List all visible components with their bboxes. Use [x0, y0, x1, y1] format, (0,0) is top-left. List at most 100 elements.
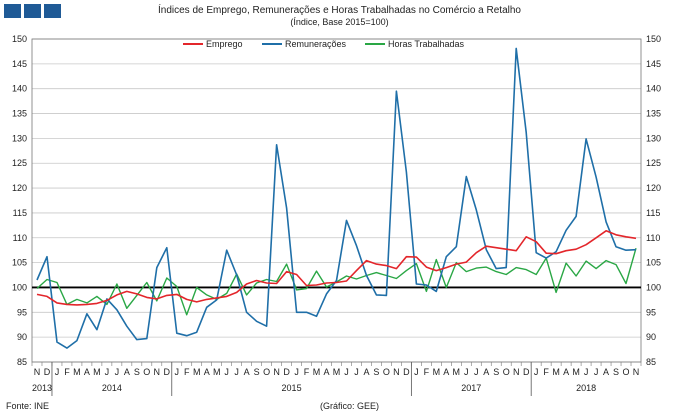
- legend-label-remuneracoes: Remunerações: [285, 39, 347, 49]
- x-month-label: O: [263, 367, 270, 377]
- x-month-label: F: [64, 367, 70, 377]
- y-tick-label-right: 140: [646, 84, 661, 94]
- x-month-label: J: [594, 367, 599, 377]
- x-month-label: N: [273, 367, 280, 377]
- source-note: Fonte: INE: [6, 401, 50, 411]
- x-month-label: S: [373, 367, 379, 377]
- x-month-label: O: [383, 367, 390, 377]
- x-month-label: N: [393, 367, 400, 377]
- x-month-label: A: [363, 367, 369, 377]
- y-tick-label-left: 140: [12, 84, 27, 94]
- x-month-label: M: [213, 367, 221, 377]
- x-month-label: O: [623, 367, 630, 377]
- x-month-label: J: [534, 367, 539, 377]
- x-month-label: J: [55, 367, 60, 377]
- y-tick-label-left: 135: [12, 109, 27, 119]
- x-month-label: O: [503, 367, 510, 377]
- x-month-label: J: [464, 367, 469, 377]
- x-month-label: A: [443, 367, 449, 377]
- x-month-label: N: [513, 367, 520, 377]
- x-month-label: M: [453, 367, 461, 377]
- y-tick-label-left: 90: [17, 332, 27, 342]
- logo-block: [4, 4, 21, 18]
- x-month-label: A: [124, 367, 130, 377]
- x-month-label: J: [224, 367, 229, 377]
- x-month-label: A: [204, 367, 210, 377]
- y-tick-label-right: 100: [646, 282, 661, 292]
- x-month-label: S: [613, 367, 619, 377]
- x-month-label: M: [73, 367, 81, 377]
- series-line-remuneracoes: [36, 47, 637, 349]
- plot-frame: [31, 38, 642, 363]
- y-tick-label-right: 145: [646, 59, 661, 69]
- x-year-label: 2017: [461, 383, 481, 393]
- y-tick-label-right: 120: [646, 183, 661, 193]
- y-tick-label-left: 125: [12, 158, 27, 168]
- x-month-label: J: [474, 367, 479, 377]
- chart-subtitle: (Índice, Base 2015=100): [290, 17, 389, 27]
- x-month-label: D: [403, 367, 410, 377]
- y-tick-label-right: 85: [646, 357, 656, 367]
- x-month-label: M: [552, 367, 560, 377]
- x-month-label: J: [294, 367, 299, 377]
- credit-note: (Gráfico: GEE): [320, 401, 380, 411]
- y-tick-label-right: 115: [646, 208, 660, 218]
- x-month-label: A: [324, 367, 330, 377]
- x-month-label: M: [333, 367, 341, 377]
- x-month-label: F: [424, 367, 430, 377]
- x-month-label: J: [234, 367, 239, 377]
- y-tick-label-left: 145: [12, 59, 27, 69]
- legend-label-emprego: Emprego: [206, 39, 243, 49]
- y-tick-label-right: 110: [646, 233, 660, 243]
- y-tick-label-right: 95: [646, 307, 656, 317]
- x-month-label: J: [175, 367, 180, 377]
- y-tick-label-right: 125: [646, 158, 661, 168]
- x-month-label: M: [193, 367, 201, 377]
- x-month-label: N: [633, 367, 640, 377]
- logo-block: [24, 4, 41, 18]
- x-month-label: S: [134, 367, 140, 377]
- x-year-label: 2013: [32, 383, 52, 393]
- logo-block: [44, 4, 61, 18]
- x-year-label: 2018: [576, 383, 596, 393]
- y-tick-label-left: 85: [17, 357, 27, 367]
- y-tick-label-left: 110: [13, 233, 27, 243]
- y-tick-label-left: 115: [13, 208, 27, 218]
- x-month-label: F: [304, 367, 310, 377]
- chart-title: Índices de Emprego, Remunerações e Horas…: [158, 5, 521, 16]
- x-month-label: D: [164, 367, 171, 377]
- x-month-label: D: [44, 367, 51, 377]
- x-month-label: N: [154, 367, 161, 377]
- x-month-label: A: [563, 367, 569, 377]
- x-month-label: N: [34, 367, 41, 377]
- x-month-label: M: [313, 367, 321, 377]
- y-tick-label-left: 95: [17, 307, 27, 317]
- x-month-label: D: [523, 367, 530, 377]
- legend-label-horas: Horas Trabalhadas: [388, 39, 465, 49]
- y-tick-label-left: 100: [12, 282, 27, 292]
- x-month-label: J: [354, 367, 359, 377]
- x-month-label: J: [414, 367, 419, 377]
- x-month-label: J: [105, 367, 110, 377]
- x-month-label: F: [184, 367, 190, 377]
- y-tick-label-left: 150: [12, 34, 27, 44]
- x-month-label: F: [543, 367, 549, 377]
- y-tick-label-right: 90: [646, 332, 656, 342]
- x-month-label: S: [493, 367, 499, 377]
- y-tick-label-left: 120: [12, 183, 27, 193]
- x-month-label: M: [93, 367, 101, 377]
- x-month-label: A: [483, 367, 489, 377]
- x-month-label: A: [244, 367, 250, 377]
- x-month-label: M: [572, 367, 580, 377]
- y-tick-label-right: 105: [646, 258, 661, 268]
- x-year-label: 2015: [282, 383, 302, 393]
- x-month-label: S: [254, 367, 260, 377]
- x-month-label: M: [433, 367, 441, 377]
- x-month-label: A: [84, 367, 90, 377]
- x-month-label: J: [115, 367, 120, 377]
- y-tick-label-right: 150: [646, 34, 661, 44]
- x-year-label: 2014: [102, 383, 122, 393]
- y-tick-label-right: 135: [646, 109, 661, 119]
- x-month-label: J: [584, 367, 589, 377]
